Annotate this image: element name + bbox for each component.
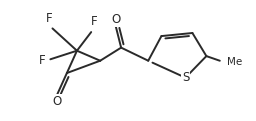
Text: O: O — [111, 13, 120, 26]
Text: F: F — [46, 12, 52, 25]
Text: S: S — [182, 71, 189, 84]
Text: Me: Me — [227, 57, 242, 67]
Text: F: F — [39, 54, 46, 67]
Text: F: F — [91, 15, 97, 28]
Text: O: O — [52, 95, 61, 108]
